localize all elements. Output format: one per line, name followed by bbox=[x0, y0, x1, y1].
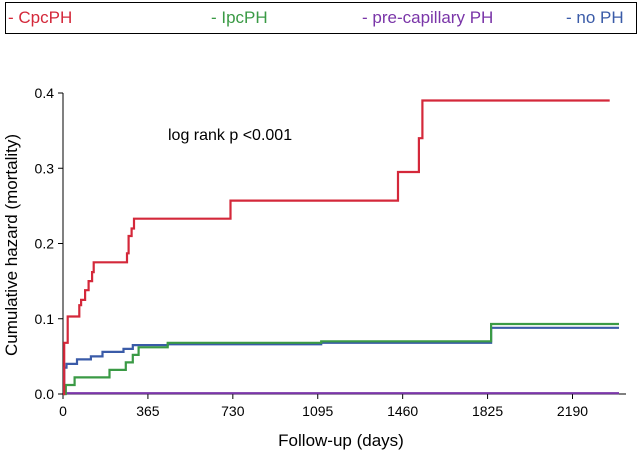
annotation-log-rank: log rank p <0.001 bbox=[168, 127, 292, 144]
legend-cpcph: - CpcPH bbox=[8, 8, 73, 27]
legend-pre-capillary-ph: - pre-capillary PH bbox=[362, 8, 494, 27]
legend: - CpcPH - IpcPH - pre-capillary PH - no … bbox=[5, 2, 637, 34]
series-line-ipcph bbox=[63, 322, 619, 396]
x-tick-label: 0 bbox=[59, 403, 67, 419]
y-tick-label: 0.0 bbox=[35, 386, 55, 402]
x-tick-label: 365 bbox=[136, 403, 160, 419]
y-tick-label: 0.3 bbox=[35, 160, 55, 176]
x-tick-label: 730 bbox=[221, 403, 245, 419]
x-tick-label: 1095 bbox=[302, 403, 333, 419]
legend-ipcph: - IpcPH bbox=[211, 8, 268, 27]
x-axis-label: Follow-up (days) bbox=[278, 431, 404, 450]
y-tick-label: 0.1 bbox=[35, 311, 55, 327]
x-tick-label: 2190 bbox=[557, 403, 588, 419]
y-tick-label: 0.2 bbox=[35, 236, 55, 252]
x-tick-label: 1460 bbox=[387, 403, 418, 419]
series-line-no-ph bbox=[63, 326, 619, 396]
y-tick-label: 0.4 bbox=[35, 85, 55, 101]
x-tick-label: 1825 bbox=[472, 403, 503, 419]
legend-no-ph: - no PH bbox=[566, 8, 624, 27]
series-line-cpcph bbox=[63, 99, 610, 396]
y-axis-label: Cumulative hazard (mortality) bbox=[2, 134, 21, 356]
